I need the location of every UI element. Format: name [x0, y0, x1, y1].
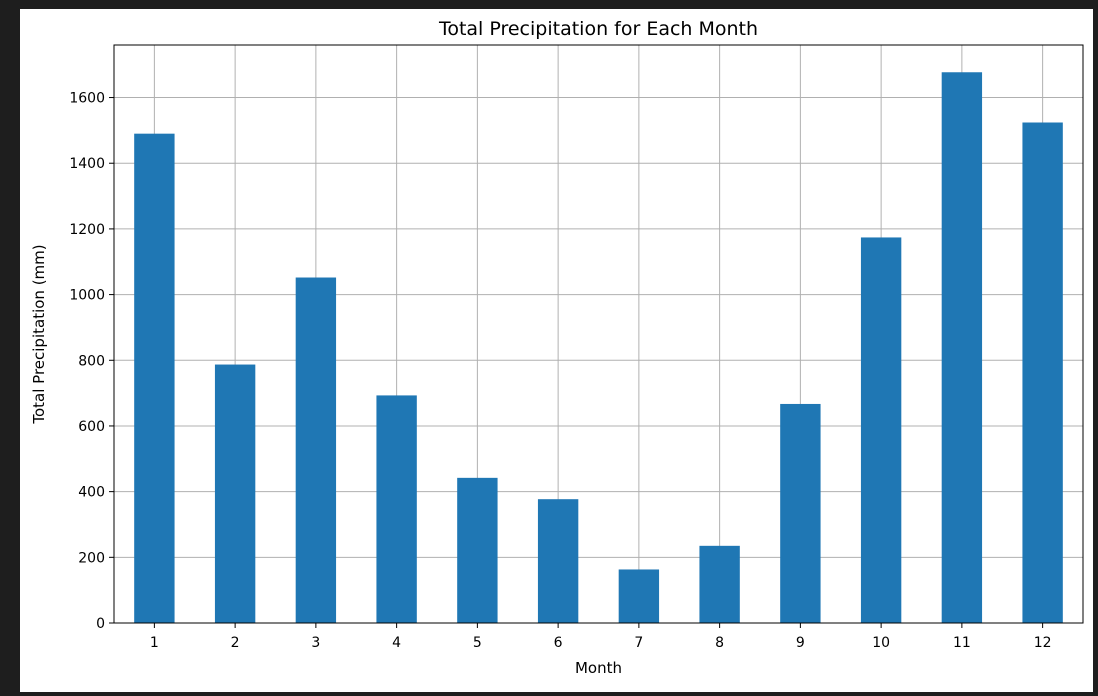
bar — [618, 569, 660, 623]
bar — [860, 237, 902, 623]
x-tick-label: 2 — [231, 635, 240, 651]
x-tick-label: 11 — [953, 635, 971, 651]
x-tick-label: 7 — [634, 635, 643, 651]
chart-figure: 0 200 400 600 800 1000 1200 1400 1600 1 2 3 4 5 6 7 8 9 10… — [20, 9, 1093, 692]
bar — [780, 403, 821, 623]
bar — [1022, 122, 1063, 623]
x-axis-label: Month — [575, 659, 622, 677]
bar — [941, 72, 983, 624]
bar — [537, 499, 579, 623]
y-tick-label: 800 — [78, 353, 105, 369]
grid-layer — [114, 45, 1083, 624]
y-tick-label: 1600 — [69, 91, 105, 107]
x-tick-label: 3 — [311, 635, 320, 651]
x-tick-label: 1 — [150, 635, 159, 651]
x-tick-label: 5 — [473, 635, 482, 651]
chart-title: Total Precipitation for Each Month — [438, 18, 758, 40]
bar — [295, 277, 337, 623]
x-tick-label: 12 — [1034, 635, 1052, 651]
x-tick-label: 10 — [872, 635, 890, 651]
y-tick-label: 1000 — [69, 288, 105, 304]
y-tick-label: 1400 — [69, 156, 105, 172]
bars-layer — [134, 72, 1063, 624]
x-tick-label: 9 — [796, 635, 805, 651]
y-tick-label: 200 — [78, 550, 105, 566]
x-tick-label: 6 — [554, 635, 563, 651]
x-tick-label: 4 — [392, 635, 401, 651]
bar — [214, 364, 256, 623]
bar — [376, 395, 417, 623]
bar — [134, 133, 175, 623]
y-tick-label: 600 — [78, 419, 105, 435]
bar — [699, 545, 740, 623]
plot-frame — [113, 44, 1084, 624]
y-axis-label: Total Precipitation (mm) — [30, 244, 48, 424]
x-tick-label: 8 — [715, 635, 724, 651]
y-tick-label: 400 — [78, 485, 105, 501]
y-tick-label: 0 — [96, 616, 105, 632]
y-tick-label: 1200 — [69, 222, 105, 238]
bar — [457, 477, 498, 623]
